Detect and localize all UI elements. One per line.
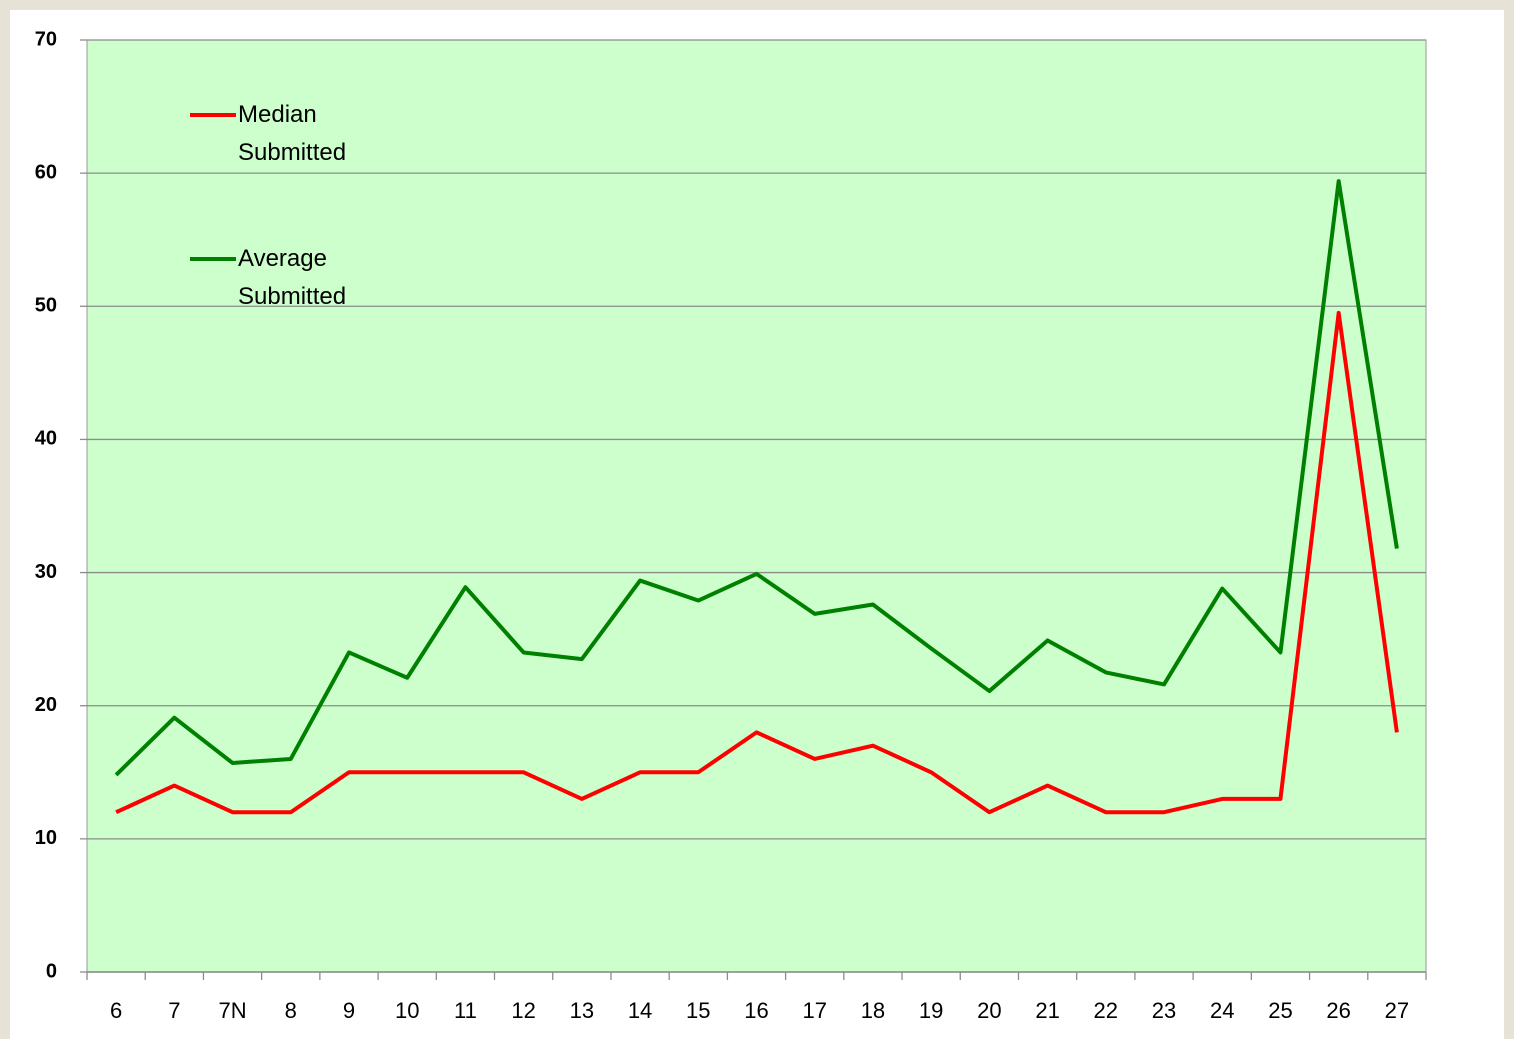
data-line [114,179,1399,777]
x-tick-label: 20 [977,998,1001,1023]
data-line [115,310,1399,815]
x-tick-label: 12 [511,998,535,1023]
y-tick-label: 40 [35,428,57,450]
x-tick-label: 8 [285,998,297,1023]
x-tick-label: 9 [343,998,355,1023]
x-tick-label: 11 [454,998,477,1023]
x-tick-label: 16 [744,998,768,1023]
x-tick-label: 14 [628,998,652,1023]
x-tick-label: 19 [919,998,943,1023]
x-tick-label: 27 [1385,998,1409,1023]
x-tick-label: 15 [686,998,710,1023]
x-tick-label: 7 [168,998,180,1023]
x-tick-label: 25 [1268,998,1292,1023]
x-tick-label: 24 [1210,998,1234,1023]
x-tick-label: 18 [861,998,885,1023]
x-tick-label: 22 [1094,998,1118,1023]
y-tick-label: 30 [35,561,57,583]
x-tick-label: 13 [570,998,594,1023]
x-tick-label: 17 [802,998,826,1023]
y-tick-label: 70 [35,28,57,50]
y-tick-label: 20 [35,694,57,716]
x-tick-label: 10 [395,998,419,1023]
legend-label: Average Submitted [238,245,347,310]
plot-area [86,39,1427,973]
x-tick-label: 7N [218,998,246,1023]
y-tick-label: 10 [35,827,57,849]
y-tick-label: 0 [46,960,57,982]
x-tick-label: 6 [110,998,122,1023]
x-tick-label: 23 [1152,998,1176,1023]
x-tick-label: 26 [1326,998,1350,1023]
legend-label: Median Submitted [238,101,347,166]
y-tick-label: 50 [35,295,57,317]
y-tick-label: 60 [35,161,57,183]
x-tick-label: 21 [1035,998,1059,1023]
